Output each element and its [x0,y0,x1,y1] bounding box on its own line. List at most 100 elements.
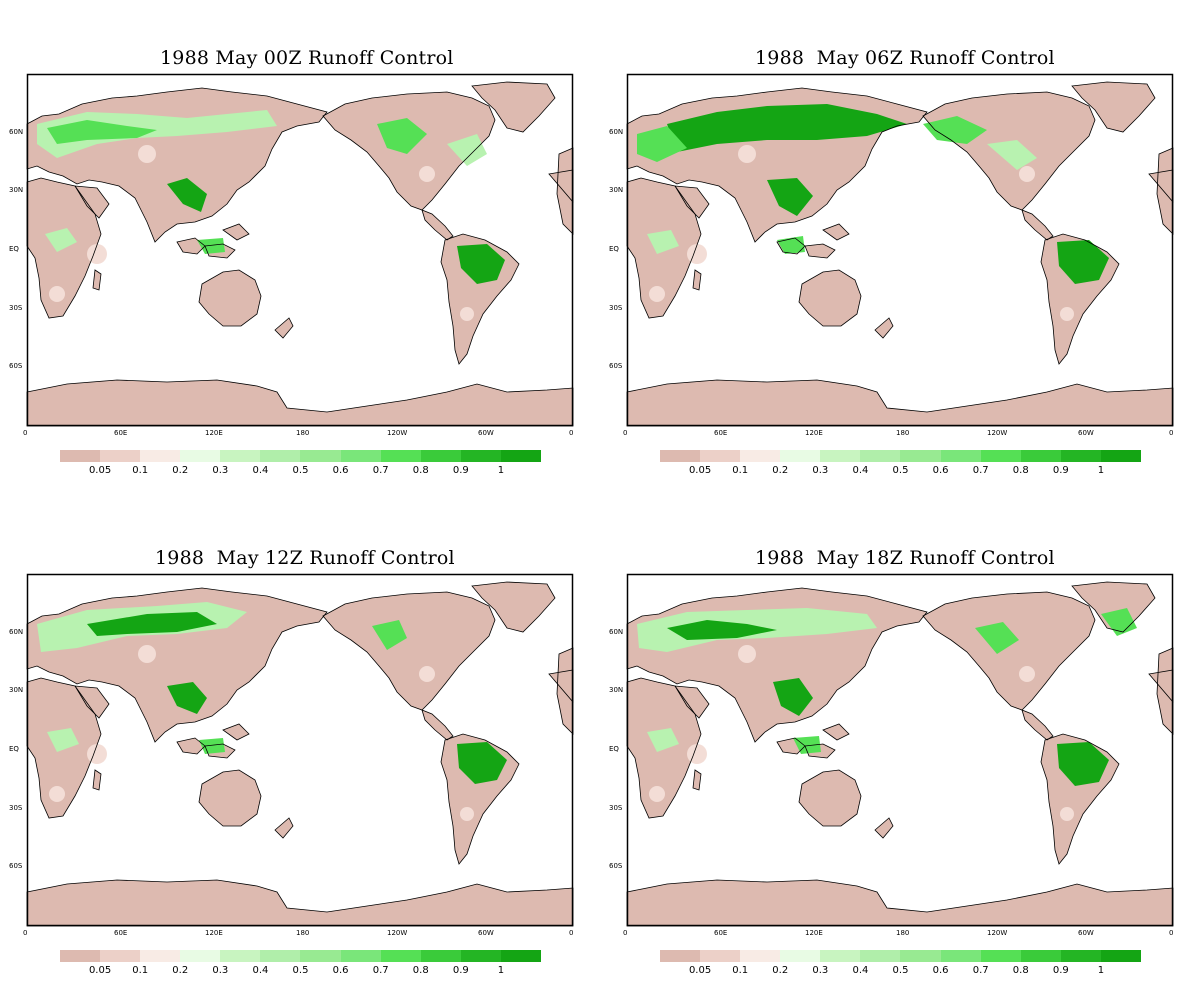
runoff-region [457,244,505,284]
coastline [1156,147,1174,235]
landmass [199,270,261,326]
colorbar [660,950,1141,962]
colorbar-swatch [60,950,101,962]
colorbar-label: 0.9 [1052,465,1069,476]
lon-tick-label: 120W [387,429,408,437]
landmass [923,592,1095,710]
runoff-region [199,738,225,754]
colorbar-label: 0.8 [412,465,429,476]
colorbar-swatch [900,950,941,962]
coastline [922,91,1096,211]
colorbar-swatch [60,450,101,462]
colorbar-label: 0.2 [772,965,789,976]
colorbar-swatch [500,950,541,962]
landmass [27,380,573,426]
colorbar-swatch [340,950,381,962]
lon-tick-label: 60W [478,429,494,437]
landmass [875,818,893,838]
coastline [674,185,710,219]
runoff-region [793,736,821,754]
colorbar-label: 0.8 [412,965,429,976]
colorbar-swatch [780,950,821,962]
landmass [693,270,701,290]
lon-tick-label: 60W [1078,429,1094,437]
colorbar-label: 0.2 [772,465,789,476]
coastline [222,723,250,741]
colorbar-swatch [220,450,261,462]
colorbar-label: 0.4 [852,965,869,976]
colorbar-swatch [820,450,861,462]
lon-tick-label: 60E [714,929,728,937]
coastline [692,769,702,791]
coastline [74,185,110,219]
colorbar-swatch [980,450,1021,462]
low-runoff-patch [49,786,65,802]
coastline [804,243,836,259]
runoff-region [667,620,777,640]
colorbar-swatch [180,950,221,962]
lon-tick-label: 180 [296,929,310,937]
lon-tick-label: 0 [23,429,28,437]
runoff-region [647,728,679,752]
low-runoff-patch [419,666,435,682]
lat-tick-label: 60S [9,862,23,871]
colorbar-swatch [300,950,341,962]
low-runoff-patch [460,307,474,321]
landmass [422,210,453,240]
low-runoff-patch [138,645,156,663]
low-runoff-patch [687,244,707,264]
landmass [549,170,573,202]
colorbar-swatch [260,950,301,962]
coastline [922,591,1096,711]
low-runoff-patch [138,145,156,163]
colorbar-label: 0.3 [812,965,829,976]
colorbar-label: 0.9 [452,465,469,476]
landmass [875,318,893,338]
lon-tick-label: 120W [387,929,408,937]
colorbar-swatch [1060,950,1101,962]
runoff-region [377,118,427,154]
lon-tick-label: 120E [205,929,223,937]
coastline [176,737,206,755]
lon-tick-label: 0 [569,429,574,437]
runoff-region [447,134,487,166]
runoff-region [45,228,77,252]
low-runoff-patch [87,244,107,264]
landmass [75,686,109,718]
lon-tick-label: 120E [805,929,823,937]
colorbar-label: 1 [1097,965,1105,976]
colorbar-swatch [380,450,421,462]
lat-tick-label: 30N [9,186,24,195]
runoff-map [26,73,574,427]
coastline [26,677,102,819]
lon-tick-label: 180 [296,429,310,437]
coastline [1156,647,1174,735]
colorbar-swatch [940,450,981,462]
lat-tick-label: EQ [9,745,19,753]
runoff-region [457,742,507,784]
landmass [1022,210,1053,240]
coastline [322,591,496,711]
coastline [556,647,574,735]
runoff-map [26,573,574,927]
landmass [805,244,835,258]
lat-tick-label: EQ [609,245,619,253]
lat-tick-label: 60N [609,627,624,636]
colorbar-label: 0.3 [812,465,829,476]
landmass [472,582,555,632]
colorbar-label: 1 [1097,465,1105,476]
coastline [674,685,710,719]
lat-tick-label: 30S [9,803,23,812]
map-frame [626,573,1174,927]
landmass [675,686,709,718]
coastline [440,233,520,365]
coastline [204,743,236,759]
colorbar-label: 0.1 [732,965,749,976]
lon-tick-label: 0 [23,929,28,937]
coastline [804,743,836,759]
colorbar-label: 0.6 [932,465,949,476]
map-frame [626,73,1174,427]
colorbar-label: 0.7 [972,965,989,976]
coastline [198,269,262,327]
landmass [1022,710,1053,740]
